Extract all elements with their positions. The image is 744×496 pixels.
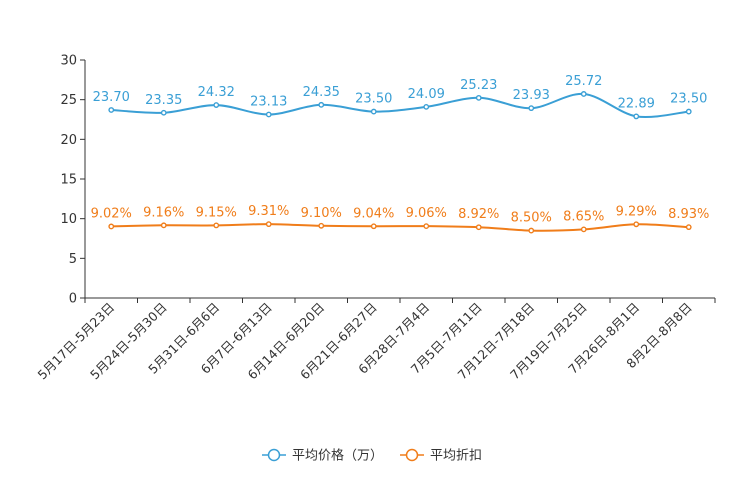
series-avg-price: 23.70 23.35 24.32 23.13 24.35 23.50 24.09 25.23… bbox=[93, 74, 707, 120]
data-label: 8.93% bbox=[668, 207, 709, 222]
data-point bbox=[528, 105, 535, 112]
data-label: 9.15% bbox=[196, 205, 237, 220]
data-point bbox=[475, 94, 482, 101]
data-point bbox=[633, 113, 640, 120]
data-point bbox=[318, 222, 325, 229]
data-label: 8.50% bbox=[511, 211, 552, 226]
data-label: 22.89 bbox=[618, 96, 655, 111]
data-point bbox=[108, 107, 115, 113]
data-point bbox=[633, 221, 640, 228]
data-label: 24.32 bbox=[198, 85, 235, 100]
data-label: 25.23 bbox=[460, 78, 497, 93]
data-point bbox=[475, 224, 482, 231]
data-label: 24.35 bbox=[303, 85, 340, 100]
series-layer: 23.70 23.35 24.32 23.13 24.35 23.50 24.09 25.23… bbox=[91, 74, 709, 234]
data-point bbox=[370, 223, 377, 230]
data-point bbox=[370, 108, 377, 115]
data-label: 25.72 bbox=[565, 74, 602, 89]
data-label: 8.92% bbox=[458, 207, 499, 222]
data-point bbox=[580, 91, 587, 97]
y-tick-label: 15 bbox=[60, 173, 77, 188]
data-label: 9.31% bbox=[248, 204, 289, 219]
legend-item-avg-price[interactable]: 平均价格（万） bbox=[262, 448, 383, 464]
data-point bbox=[318, 101, 325, 108]
data-point bbox=[213, 102, 220, 108]
data-point bbox=[685, 224, 692, 231]
legend[interactable]: 平均价格（万） 平均折扣 bbox=[262, 448, 482, 464]
data-label: 9.04% bbox=[353, 206, 394, 221]
data-label: 9.02% bbox=[91, 206, 132, 221]
data-point bbox=[265, 111, 272, 118]
legend-label: 平均价格（万） bbox=[292, 448, 383, 464]
y-tick-label: 0 bbox=[69, 292, 77, 307]
y-tick-label: 30 bbox=[60, 54, 77, 69]
data-point bbox=[685, 108, 692, 115]
data-label: 9.16% bbox=[143, 205, 184, 220]
legend-label: 平均折扣 bbox=[430, 449, 482, 464]
data-label: 23.50 bbox=[355, 92, 392, 107]
data-point bbox=[160, 109, 167, 116]
data-label: 23.93 bbox=[513, 88, 550, 103]
data-label: 9.10% bbox=[301, 206, 342, 221]
y-tick-label: 25 bbox=[60, 93, 77, 108]
data-point bbox=[265, 221, 272, 228]
legend-item-avg-discount[interactable]: 平均折扣 bbox=[400, 449, 482, 464]
legend-marker bbox=[405, 448, 419, 462]
data-point bbox=[213, 222, 220, 229]
data-label: 24.09 bbox=[408, 87, 445, 102]
data-label: 23.13 bbox=[250, 95, 287, 110]
data-point bbox=[108, 223, 115, 230]
data-label: 9.06% bbox=[406, 206, 447, 221]
data-point bbox=[423, 103, 430, 110]
legend-marker bbox=[267, 448, 281, 462]
y-tick-label: 10 bbox=[60, 212, 77, 227]
data-label: 23.50 bbox=[670, 92, 707, 107]
series-line bbox=[111, 223, 689, 232]
series-avg-discount: 9.02% 9.16% 9.15% 9.31% 9.10% 9.04% 9.06% 8.92%… bbox=[91, 204, 709, 234]
data-point bbox=[528, 227, 535, 234]
data-point bbox=[580, 226, 587, 233]
data-label: 8.65% bbox=[563, 209, 604, 224]
data-point bbox=[160, 222, 167, 229]
series-line bbox=[111, 92, 689, 119]
data-label: 9.29% bbox=[616, 204, 657, 219]
data-label: 23.35 bbox=[145, 93, 182, 108]
data-point bbox=[423, 223, 430, 230]
data-label: 23.70 bbox=[93, 90, 130, 105]
y-tick-label: 5 bbox=[69, 252, 77, 267]
y-tick-label: 20 bbox=[60, 133, 77, 148]
